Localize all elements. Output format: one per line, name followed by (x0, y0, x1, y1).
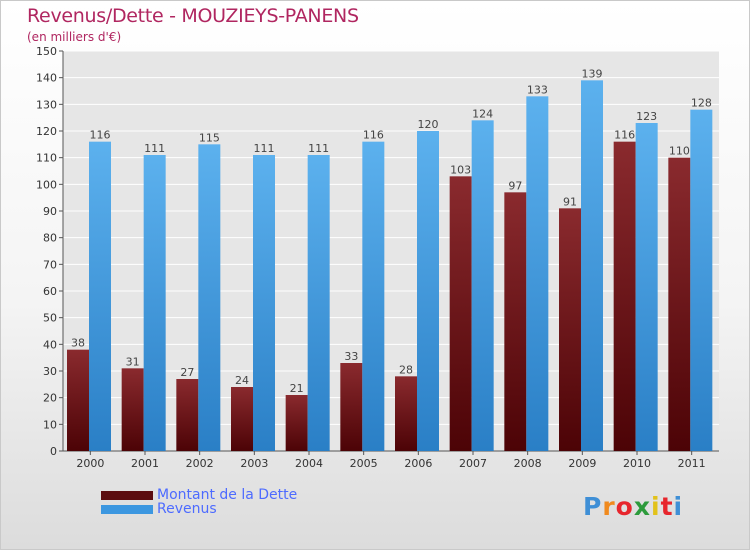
bar-revenus (471, 120, 494, 451)
bar-dette (121, 368, 144, 451)
legend-item-dette: Montant de la Dette (101, 488, 297, 502)
y-tick-label: 40 (43, 338, 57, 351)
data-label: 31 (126, 355, 140, 368)
bar-dette (285, 395, 308, 451)
y-tick-label: 150 (36, 45, 57, 58)
data-label: 111 (308, 142, 329, 155)
data-label: 139 (582, 67, 603, 80)
bar-revenus (307, 155, 330, 451)
data-label: 97 (508, 179, 522, 192)
logo-letter: i (651, 492, 661, 521)
chart-title: Revenus/Dette - MOUZIEYS-PANENS (27, 5, 359, 27)
bar-dette (67, 349, 89, 451)
x-tick-label: 2011 (678, 457, 706, 470)
bar-dette (176, 379, 199, 451)
data-label: 116 (614, 129, 635, 142)
y-tick-label: 50 (43, 312, 57, 325)
y-tick-label: 90 (43, 205, 57, 218)
data-label: 111 (254, 142, 275, 155)
bar-dette (449, 176, 472, 452)
data-label: 120 (418, 118, 439, 131)
logo-letter: x (633, 492, 651, 521)
bar-revenus (690, 109, 713, 452)
legend-label-dette: Montant de la Dette (157, 487, 298, 503)
data-label: 111 (144, 142, 165, 155)
data-label: 27 (180, 366, 194, 379)
plot-area (63, 51, 719, 451)
x-tick-label: 2000 (76, 457, 104, 470)
y-tick-label: 140 (36, 72, 57, 85)
x-tick-label: 2007 (459, 457, 487, 470)
x-tick-label: 2004 (295, 457, 323, 470)
data-label: 123 (636, 110, 657, 123)
legend-item-revenus: Revenus (101, 502, 217, 516)
logo-letter: t (660, 492, 674, 521)
x-tick-label: 2009 (568, 457, 596, 470)
bar-revenus (417, 131, 439, 451)
bar-revenus (581, 80, 603, 451)
data-label: 28 (399, 363, 413, 376)
data-label: 103 (450, 163, 471, 176)
bar-revenus (89, 141, 111, 451)
logo-letter: i (673, 492, 684, 521)
x-tick-label: 2003 (240, 457, 268, 470)
y-tick-label: 120 (36, 125, 57, 138)
y-tick-label: 80 (43, 232, 57, 245)
proxiti-logo: Proxiti (583, 492, 683, 521)
data-label: 38 (71, 337, 85, 350)
bar-revenus (143, 155, 166, 451)
data-label: 33 (344, 350, 358, 363)
chart-subtitle: (en milliers d'€) (27, 30, 122, 44)
bar-revenus (253, 155, 275, 451)
x-tick-label: 2008 (514, 457, 542, 470)
bar-dette (613, 141, 636, 451)
legend-swatch-revenus (101, 504, 153, 514)
data-label: 133 (527, 83, 548, 96)
y-tick-label: 0 (50, 445, 57, 458)
data-label: 110 (669, 145, 690, 158)
y-tick-label: 130 (36, 98, 57, 111)
logo-letter: r (602, 492, 616, 521)
logo-letter: P (583, 492, 603, 521)
y-tick-label: 100 (36, 178, 57, 191)
bar-dette (559, 208, 581, 451)
data-label: 91 (563, 195, 577, 208)
legend-label-revenus: Revenus (157, 501, 217, 517)
data-label: 116 (90, 129, 111, 142)
x-tick-label: 2002 (186, 457, 214, 470)
bar-revenus (635, 123, 658, 451)
data-label: 21 (290, 382, 304, 395)
x-tick-label: 2010 (623, 457, 651, 470)
bar-revenus (198, 144, 221, 452)
y-tick-label: 20 (43, 392, 57, 405)
bar-dette (395, 376, 417, 451)
bar-dette (231, 387, 253, 451)
data-label: 24 (235, 374, 249, 387)
x-tick-label: 2005 (350, 457, 378, 470)
y-tick-label: 10 (43, 418, 57, 431)
logo-letter: o (615, 492, 634, 521)
x-tick-label: 2001 (131, 457, 159, 470)
legend-swatch-dette (101, 490, 153, 500)
bar-revenus (362, 141, 385, 451)
bar-dette (668, 157, 691, 451)
y-tick-label: 60 (43, 285, 57, 298)
y-tick-label: 70 (43, 258, 57, 271)
data-label: 115 (199, 131, 220, 144)
y-tick-label: 30 (43, 365, 57, 378)
y-tick-label: 110 (36, 152, 57, 165)
x-tick-label: 2006 (404, 457, 432, 470)
bar-revenus (526, 96, 549, 451)
data-label: 116 (363, 129, 384, 142)
bar-dette (340, 363, 363, 451)
data-label: 128 (691, 97, 712, 110)
data-label: 124 (472, 107, 493, 120)
bar-dette (504, 192, 527, 452)
